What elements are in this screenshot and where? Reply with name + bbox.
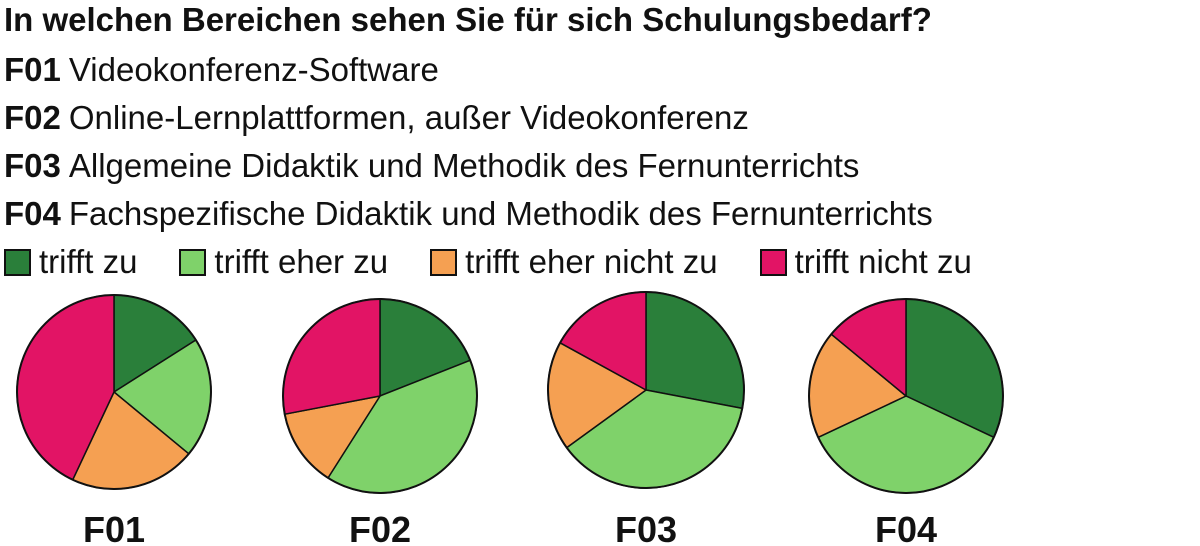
item-code: F02 [4,99,61,136]
legend-label: trifft nicht zu [794,243,972,280]
pie-label: F03 [615,509,677,546]
legend-label: trifft zu [39,243,138,280]
pie-f01: F01 [16,294,212,546]
pie-label: F04 [875,509,937,546]
item-text: Fachspezifische Didaktik und Methodik de… [68,195,933,232]
pie-f02: F02 [282,298,478,546]
legend-swatch [430,248,458,276]
legend-item-trifft-nicht-zu: trifft nicht zu [759,242,972,282]
pie-outline [547,291,745,489]
legend-item-trifft-eher-nicht-zu: trifft eher nicht zu [430,242,718,282]
item-f01: F01 Videokonferenz-Software [4,46,933,94]
legend-label: trifft eher nicht zu [465,243,718,280]
item-text: Videokonferenz-Software [68,51,439,88]
chart-title: In welchen Bereichen sehen Sie für sich … [4,1,932,38]
pie-outline [808,298,1004,494]
legend-swatch [759,248,787,276]
item-f02: F02 Online-Lernplattformen, außer Videoko… [4,94,933,142]
item-code: F04 [4,195,61,232]
item-f03: F03 Allgemeine Didaktik und Methodik des … [4,142,933,190]
pie-slice-1 [645,291,745,410]
pie-slice-4 [282,298,381,415]
item-list: F01 Videokonferenz-Software F02 Online-Ler… [4,46,933,238]
legend-swatch [179,248,207,276]
legend-swatch [4,248,31,276]
legend: trifft zu trifft eher zu trifft eher nic… [4,239,972,285]
pie-f04: F04 [808,298,1004,546]
legend-label: trifft eher zu [214,243,389,280]
item-text: Online-Lernplattformen, außer Videokonfe… [68,99,749,136]
pie-label: F01 [83,509,145,546]
legend-item-trifft-eher-zu: trifft eher zu [179,242,388,282]
pie-outline [282,298,478,494]
pie-outline [16,294,212,490]
pie-f03: F03 [547,291,745,546]
legend-item-trifft-zu: trifft zu [4,242,137,282]
item-text: Allgemeine Didaktik und Methodik des Fer… [68,147,860,184]
item-f04: F04 Fachspezifische Didaktik und Methodik… [4,190,933,238]
pie-label: F02 [349,509,411,546]
item-code: F03 [4,147,61,184]
item-code: F01 [4,51,61,88]
